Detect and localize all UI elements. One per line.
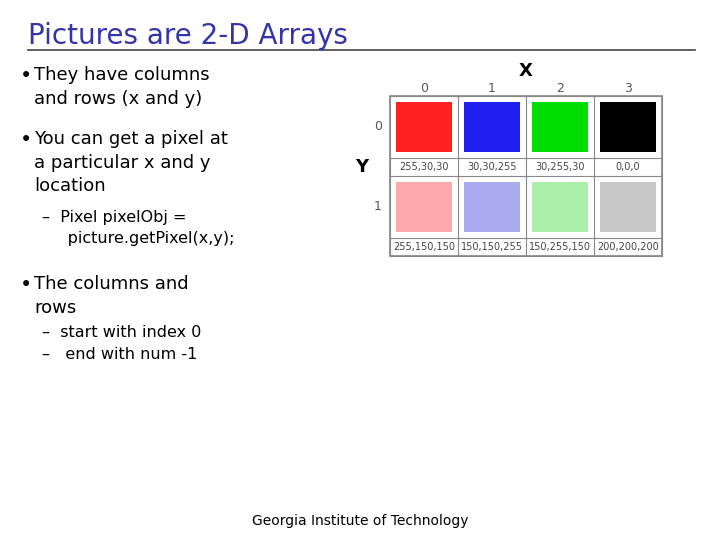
Text: Y: Y: [356, 158, 369, 176]
Text: 255,150,150: 255,150,150: [393, 242, 455, 252]
Text: –  Pixel pixelObj =
     picture.getPixel(x,y);: – Pixel pixelObj = picture.getPixel(x,y)…: [42, 210, 235, 246]
Text: They have columns
and rows (x and y): They have columns and rows (x and y): [34, 66, 210, 107]
Text: 30,255,30: 30,255,30: [535, 162, 585, 172]
Text: 0: 0: [420, 82, 428, 94]
Bar: [464, 182, 520, 232]
Text: 3: 3: [624, 82, 632, 94]
Text: 255,30,30: 255,30,30: [400, 162, 449, 172]
Bar: [532, 182, 588, 232]
Text: 150,255,150: 150,255,150: [529, 242, 591, 252]
Bar: [600, 102, 656, 152]
Text: •: •: [20, 66, 32, 86]
Text: 0: 0: [374, 120, 382, 133]
Text: 150,150,255: 150,150,255: [461, 242, 523, 252]
Text: 30,30,255: 30,30,255: [467, 162, 517, 172]
Bar: [396, 102, 452, 152]
Bar: [390, 96, 662, 256]
Bar: [600, 182, 656, 232]
Text: Georgia Institute of Technology: Georgia Institute of Technology: [252, 514, 468, 528]
Text: The columns and
rows: The columns and rows: [34, 275, 189, 316]
Text: You can get a pixel at
a particular x and y
location: You can get a pixel at a particular x an…: [34, 130, 228, 195]
Bar: [396, 182, 452, 232]
Bar: [464, 102, 520, 152]
Text: 0,0,0: 0,0,0: [616, 162, 640, 172]
Text: 1: 1: [488, 82, 496, 94]
Text: X: X: [519, 62, 533, 80]
Text: •: •: [20, 130, 32, 150]
Text: 2: 2: [556, 82, 564, 94]
Text: •: •: [20, 275, 32, 295]
Text: –   end with num -1: – end with num -1: [42, 347, 197, 362]
Text: –  start with index 0: – start with index 0: [42, 325, 202, 340]
Text: Pictures are 2-D Arrays: Pictures are 2-D Arrays: [28, 22, 348, 50]
Bar: [532, 102, 588, 152]
Text: 200,200,200: 200,200,200: [597, 242, 659, 252]
Text: 1: 1: [374, 200, 382, 213]
